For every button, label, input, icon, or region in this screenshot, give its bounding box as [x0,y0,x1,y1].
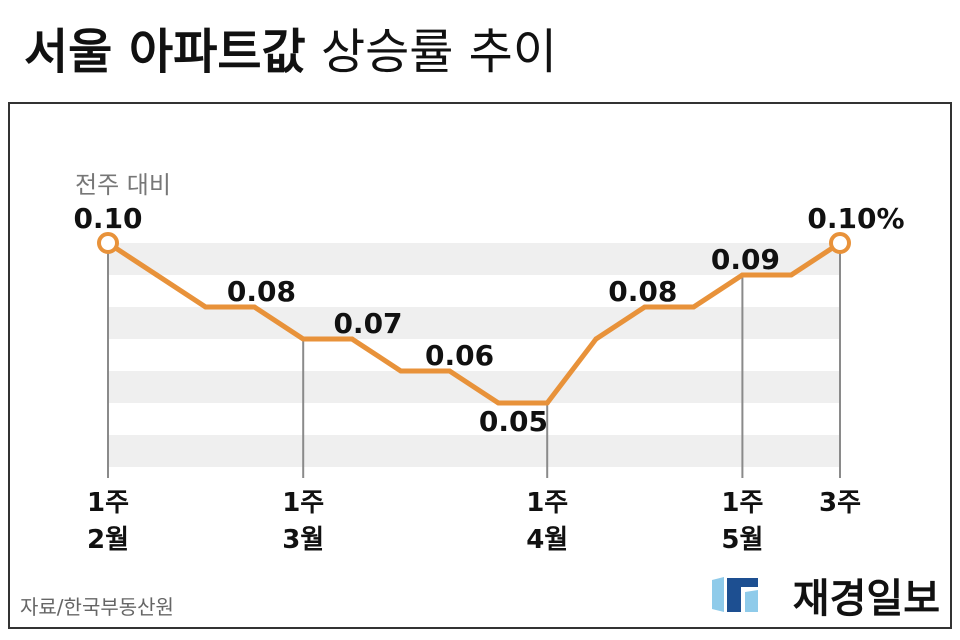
data-point [300,336,306,342]
data-label: 0.10 [73,202,142,235]
logo-shape-right [745,590,758,612]
tick-guide-lines [107,252,841,478]
x-tick-label: 3월 [282,525,324,555]
publisher-logo-icon [712,577,758,612]
chart-title: 서울 아파트값 상승률 추이 [24,26,557,79]
x-tick-label: 1주 [526,488,568,518]
data-label: 0.08 [227,275,296,308]
x-tick-label: 5월 [721,525,763,555]
highlight-markers [97,232,851,254]
logo-shape-left [712,577,724,612]
publisher-logo: 재경일보 [712,576,940,622]
data-label: 0.08 [608,275,677,308]
data-point [593,336,599,342]
data-point [691,304,697,310]
source-note: 자료/한국부동산원 [20,595,174,619]
data-point [544,400,550,406]
grid-bands [108,243,840,467]
x-tick-label: 4월 [526,525,568,555]
publisher-logo-text: 재경일보 [793,576,940,622]
data-point [349,336,355,342]
highlight-marker [97,232,119,254]
grid-band [108,243,840,275]
data-label: 0.05 [479,405,548,438]
grid-band [108,307,840,339]
data-labels: 0.10 0.08 0.07 0.06 0.05 0.08 0.09 0.10% [73,202,904,438]
data-point [739,272,745,278]
data-point [788,272,794,278]
data-label: 0.09 [711,243,780,276]
data-point [642,304,648,310]
x-tick-label: 2월 [87,525,129,555]
chart-title-regular: 상승률 추이 [320,24,557,80]
data-point [154,272,160,278]
data-point [251,304,257,310]
logo-shape-center [727,578,758,612]
data-point [398,368,404,374]
chart-title-bold: 서울 아파트값 [24,24,306,80]
chart-frame [8,102,952,629]
data-label: 0.10% [807,202,904,235]
series-line [105,240,843,406]
data-point [447,368,453,374]
x-tick-labels: 1주 2월 1주 3월 1주 4월 1주 5월 3주 [87,488,861,555]
x-tick-label: 1주 [282,488,324,518]
highlight-marker [829,232,851,254]
grid-band [108,435,840,467]
x-tick-label: 1주 [87,488,129,518]
data-label: 0.06 [425,339,494,372]
data-point [203,304,209,310]
x-tick-label: 3주 [819,488,861,518]
x-tick-label: 1주 [721,488,763,518]
chart-subtitle: 전주 대비 [75,171,171,199]
data-label: 0.07 [333,307,402,340]
data-point [495,400,501,406]
